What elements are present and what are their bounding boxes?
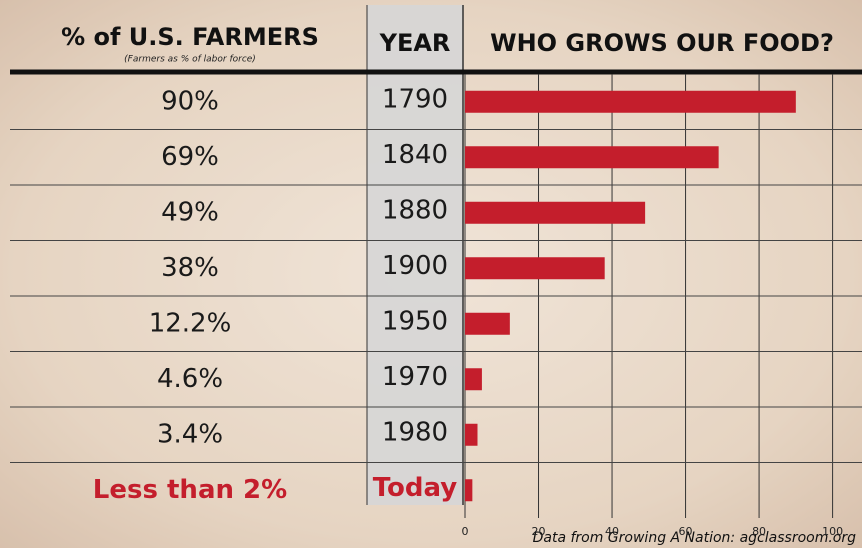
bar: [465, 91, 796, 113]
bar: [465, 313, 510, 335]
left-header: % of U.S. FARMERS: [61, 23, 319, 51]
category-label: 1900: [382, 251, 448, 281]
category-label: 1980: [382, 417, 448, 447]
value-label: 4.6%: [157, 364, 223, 394]
bar: [465, 424, 477, 446]
value-label: 90%: [161, 86, 219, 116]
chart: % of U.S. FARMERS (Farmers as % of labor…: [0, 0, 862, 548]
bar: [465, 146, 719, 168]
value-label: 49%: [161, 197, 219, 227]
category-label: 1840: [382, 140, 448, 170]
source: Data from Growing A Nation: agclassroom.…: [533, 530, 857, 546]
category-header: YEAR: [379, 29, 451, 57]
x-tick-label: 100: [822, 525, 843, 538]
category-label: Today: [373, 473, 458, 503]
x-tick-label: 80: [752, 525, 766, 538]
x-tick-label: 60: [679, 525, 693, 538]
value-label: 3.4%: [157, 419, 223, 449]
category-label: 1950: [382, 306, 448, 336]
value-label: 69%: [161, 142, 219, 172]
category-label: 1880: [382, 195, 448, 225]
value-label: 38%: [161, 253, 219, 283]
x-tick-label: 0: [462, 525, 469, 538]
value-label: 12.2%: [149, 308, 232, 338]
value-label: Less than 2%: [93, 475, 287, 505]
x-tick-label: 20: [532, 525, 546, 538]
left-subheader: (Farmers as % of labor force): [124, 55, 256, 65]
chart-title: WHO GROWS OUR FOOD?: [490, 29, 834, 57]
category-label: 1790: [382, 84, 448, 114]
bar: [465, 479, 472, 501]
x-tick-label: 40: [605, 525, 619, 538]
bar: [465, 368, 482, 390]
bar: [465, 257, 605, 279]
bar: [465, 202, 645, 224]
category-label: 1970: [382, 362, 448, 392]
